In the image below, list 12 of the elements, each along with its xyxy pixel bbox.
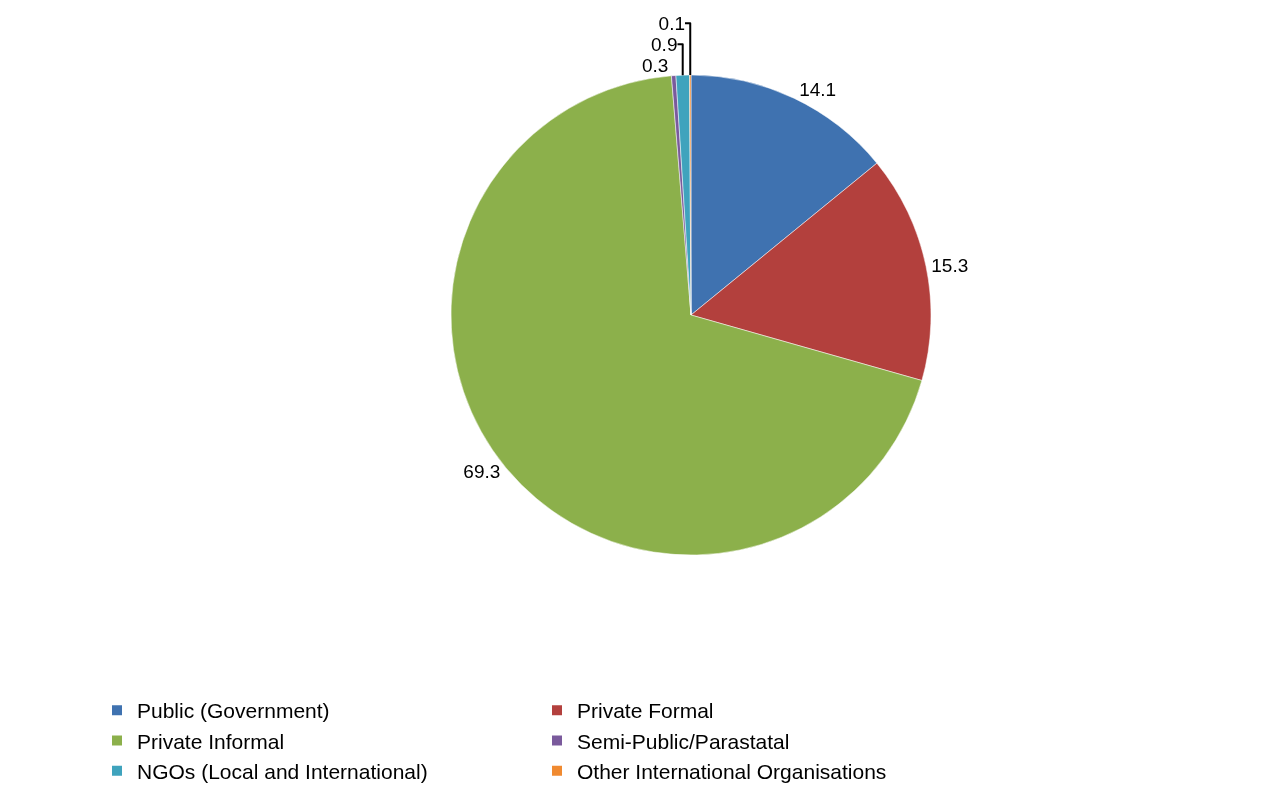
- data-label: 69.3: [463, 461, 501, 483]
- data-label: 15.3: [931, 255, 969, 277]
- data-label: 0.1: [658, 12, 685, 34]
- data-label: 14.1: [799, 79, 837, 101]
- data-label: 0.3: [642, 54, 669, 76]
- legend-label: NGOs (Local and International): [137, 759, 428, 783]
- legend-label: Semi-Public/Parastatal: [577, 729, 790, 753]
- legend-label: Private Formal: [577, 699, 714, 723]
- legend-label: Public (Government): [137, 699, 330, 723]
- data-label: 0.9: [651, 33, 678, 55]
- legend-label: Private Informal: [137, 729, 285, 753]
- legend-label: Other International Organisations: [577, 759, 887, 783]
